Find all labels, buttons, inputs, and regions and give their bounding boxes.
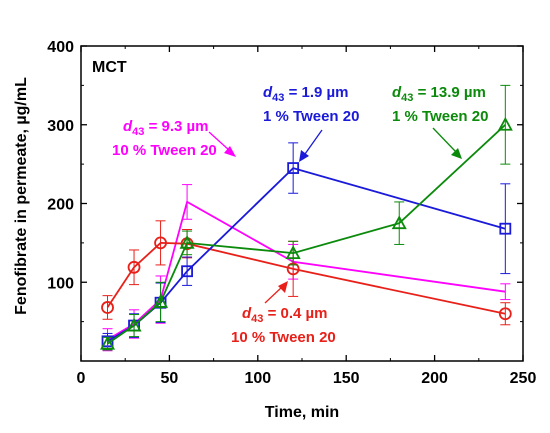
annotation-blue: d43 = 1.9 µm 1 % Tween 20: [263, 84, 359, 162]
data-point-circle: [101, 301, 114, 314]
series-0: [102, 184, 511, 352]
data-point-square: [181, 265, 193, 278]
annotation-green-tween: 1 % Tween 20: [392, 108, 488, 125]
annotation-green-arrow: [432, 127, 457, 153]
annotation-green-value: = 13.9 µm: [418, 84, 486, 101]
series-line: [106, 241, 506, 315]
annotation-green-d43: d43 = 13.9 µm: [392, 84, 486, 104]
y-tick-label: 300: [47, 118, 74, 135]
annotation-blue-value: = 1.9 µm: [289, 84, 349, 101]
data-point-square: [287, 162, 300, 174]
y-tick-label: 400: [47, 39, 74, 56]
series-line: [106, 124, 506, 345]
y-tick-label: 100: [47, 275, 74, 292]
annotation-red-d43: d43 = 0.4 µm: [242, 305, 328, 325]
annotation-red-arrow: [264, 286, 283, 304]
data-point-triangle: [285, 245, 301, 260]
annotation-blue-arrowhead: [299, 150, 309, 162]
annotation-blue-tween: 1 % Tween 20: [263, 108, 359, 125]
data-point-circle: [154, 236, 167, 250]
annotation-red-value: = 0.4 µm: [268, 305, 328, 322]
annotation-red-arrowhead: [278, 281, 288, 293]
annotation-red: d43 = 0.4 µm 10 % Tween 20: [231, 281, 336, 346]
panel-label: MCT: [92, 59, 127, 76]
data-point-triangle: [391, 215, 407, 230]
data-point-triangle: [126, 317, 142, 332]
x-tick-label: 0: [77, 370, 86, 387]
data-point-triangle: [153, 294, 169, 308]
x-tick-label: 150: [333, 370, 360, 387]
x-axis-label: Time, min: [265, 404, 339, 421]
axes-group: 0 50 100 150 200 250 100 200 300 400: [47, 39, 536, 387]
data-point-triangle: [179, 234, 195, 249]
annotation-magenta-value: = 9.3 µm: [149, 118, 209, 135]
x-tick-label: 100: [244, 370, 271, 387]
x-tick-label: 50: [161, 370, 179, 387]
data-point-triangle: [497, 116, 513, 131]
annotation-red-tween: 10 % Tween 20: [231, 329, 336, 346]
annotation-blue-arrow: [304, 129, 323, 155]
y-axis-label: Fenofibrate in permeate, µg/mL: [13, 77, 30, 315]
annotation-green: d43 = 13.9 µm 1 % Tween 20: [392, 84, 488, 159]
annotation-magenta-tween: 10 % Tween 20: [112, 142, 217, 159]
data-point-circle: [127, 260, 141, 274]
annotation-magenta-arrow: [208, 131, 231, 152]
x-tick-label: 200: [421, 370, 448, 387]
series-3: [100, 84, 513, 351]
x-tick-label: 250: [510, 370, 537, 387]
data-point-circle: [498, 307, 512, 321]
annotation-magenta: d43 = 9.3 µm 10 % Tween 20: [112, 118, 236, 159]
annotation-magenta-d43: d43 = 9.3 µm: [123, 118, 209, 138]
annotation-magenta-arrowhead: [224, 146, 236, 157]
series-group: [100, 84, 513, 352]
y-tick-label: 200: [47, 197, 74, 214]
annotation-green-arrowhead: [451, 148, 462, 159]
data-point-triangle: [100, 335, 116, 350]
data-point-square: [499, 222, 512, 235]
annotation-blue-d43: d43 = 1.9 µm: [263, 84, 349, 104]
